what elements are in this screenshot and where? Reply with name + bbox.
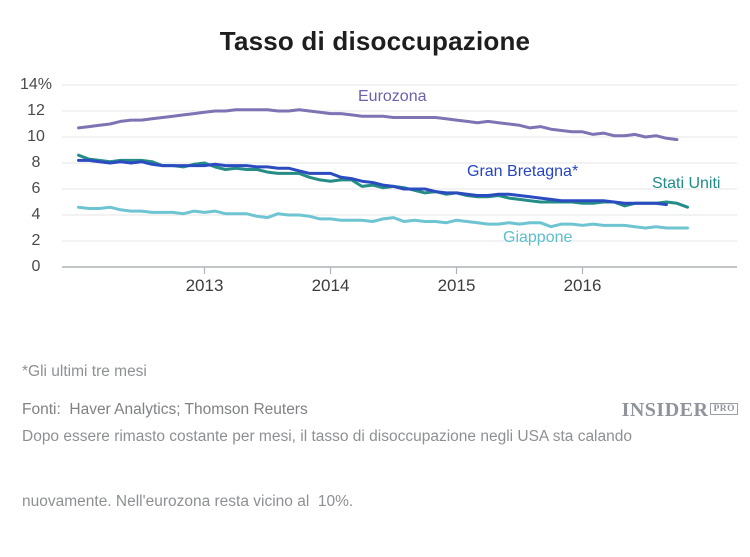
y-axis-label: 8 xyxy=(31,154,41,171)
y-axis-label: 6 xyxy=(31,180,41,197)
y-axis-label: 0 xyxy=(31,258,41,275)
chart-card: Tasso di disoccupazione 14% 12 10 8 6 4 2 0 201… xyxy=(19,26,738,511)
y-axis-label: 14% xyxy=(19,76,53,93)
series-label-stati-uniti: Stati Uniti xyxy=(652,175,721,192)
x-axis-label: 2016 xyxy=(563,276,602,295)
series-line-giappone xyxy=(77,205,689,230)
line-chart-canvas xyxy=(62,84,737,274)
y-axis-label: 10 xyxy=(27,128,45,145)
y-axis-label: 4 xyxy=(31,206,41,223)
y-axis-label: 12 xyxy=(27,102,45,119)
series-label-eurozona: Eurozona xyxy=(358,88,427,105)
series-line-gran-bretagna- xyxy=(77,158,668,207)
logo-wordmark: INSIDER xyxy=(621,399,709,421)
footnote-body-line1: Dopo essere rimasto costante per mesi, i… xyxy=(22,427,632,445)
insiderpro-logo: INSIDER PRO xyxy=(622,399,738,422)
footnotes: *Gli ultimi tre mesi Dopo essere rimasto… xyxy=(22,317,632,557)
logo-pro-badge: PRO xyxy=(710,403,738,415)
y-axis-label: 2 xyxy=(31,232,41,249)
series-label-gran-bretagna-: Gran Bretagna* xyxy=(467,163,579,180)
x-axis-label: 2015 xyxy=(437,276,476,295)
source-text: Fonti: Haver Analytics; Thomson Reuters xyxy=(22,401,308,418)
x-axis-label: 2013 xyxy=(185,276,224,295)
x-axis-label: 2014 xyxy=(311,276,350,295)
footnote-asterisk: *Gli ultimi tre mesi xyxy=(22,362,147,380)
chart-title: Tasso di disoccupazione xyxy=(219,26,531,56)
series-line-eurozona xyxy=(77,108,679,142)
footnote-body-line2: nuovamente. Nell'eurozona resta vicino a… xyxy=(22,493,354,511)
series-label-giappone: Giappone xyxy=(503,229,573,246)
